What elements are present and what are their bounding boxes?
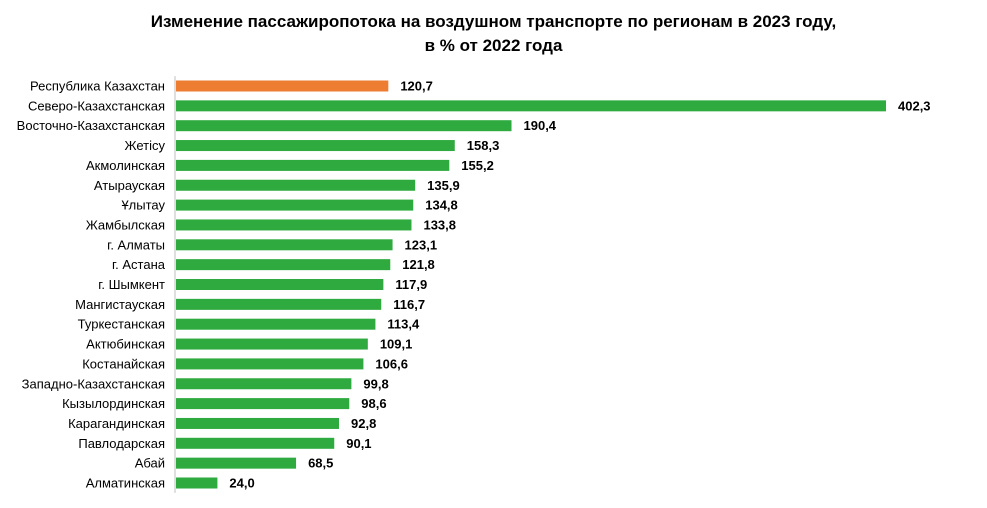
bar (176, 159, 450, 171)
bar (176, 437, 335, 449)
bar (176, 298, 382, 310)
bar (176, 120, 512, 132)
value-label: 106,6 (375, 356, 408, 371)
value-label: 123,1 (405, 237, 438, 252)
bar (176, 199, 414, 211)
bar (176, 80, 389, 92)
category-label: Восточно-Казахстанская (17, 118, 165, 133)
value-label: 99,8 (363, 376, 388, 391)
value-label: 109,1 (380, 337, 413, 352)
chart-title-line-2: в % от 2022 года (424, 36, 563, 55)
category-label: Жетісу (125, 138, 166, 153)
bar (176, 140, 455, 152)
category-label: Атырауская (94, 178, 165, 193)
bar (176, 457, 297, 469)
value-label: 117,9 (395, 277, 427, 292)
value-label: 133,8 (423, 217, 456, 232)
value-label: 90,1 (346, 436, 371, 451)
bar (176, 378, 352, 390)
bar (176, 279, 384, 290)
value-label: 135,9 (427, 178, 460, 193)
category-label: Абай (135, 456, 165, 471)
value-label: 190,4 (524, 118, 557, 133)
value-label: 134,8 (425, 198, 458, 213)
category-label: Актюбинская (86, 337, 165, 352)
chart-title: Изменение пассажиропотока на воздушном т… (0, 10, 987, 58)
bar (176, 398, 350, 410)
value-label: 68,5 (308, 456, 333, 471)
category-label: Туркестанская (78, 317, 165, 332)
value-label: 24,0 (229, 476, 254, 491)
category-label: Кызылординская (62, 396, 165, 411)
category-label: Западно-Казахстанская (22, 376, 165, 391)
category-label: Жамбылская (86, 217, 165, 232)
value-label: 98,6 (361, 396, 386, 411)
value-label: 155,2 (461, 158, 494, 173)
bar (176, 179, 416, 191)
bar (176, 239, 393, 251)
value-label: 402,3 (898, 98, 931, 113)
bar (176, 417, 340, 429)
value-label: 92,8 (351, 416, 376, 431)
category-label: Алматинская (86, 476, 165, 491)
category-label: г. Астана (112, 257, 166, 272)
bar (176, 100, 886, 112)
bar (176, 358, 364, 370)
bar (176, 219, 412, 231)
category-label: Павлодарская (78, 436, 165, 451)
category-label: Карагандинская (68, 416, 165, 431)
category-label: г. Шымкент (98, 277, 165, 292)
category-label: Мангистауская (75, 297, 165, 312)
category-label: Северо-Казахстанская (28, 98, 165, 113)
chart-title-line-1: Изменение пассажиропотока на воздушном т… (150, 12, 837, 31)
bar (176, 338, 368, 350)
bar (176, 477, 218, 489)
category-label: Костанайская (82, 356, 165, 371)
category-label: Акмолинская (86, 158, 165, 173)
bar (176, 318, 376, 330)
value-label: 158,3 (467, 138, 500, 153)
bar (176, 259, 391, 271)
category-label: г. Алматы (107, 237, 165, 252)
value-label: 116,7 (393, 297, 425, 312)
value-label: 120,7 (400, 79, 433, 94)
value-label: 113,4 (387, 317, 420, 332)
category-label: Республика Казахстан (30, 79, 165, 94)
value-label: 121,8 (402, 257, 435, 272)
category-label: Ұлытау (121, 198, 165, 213)
